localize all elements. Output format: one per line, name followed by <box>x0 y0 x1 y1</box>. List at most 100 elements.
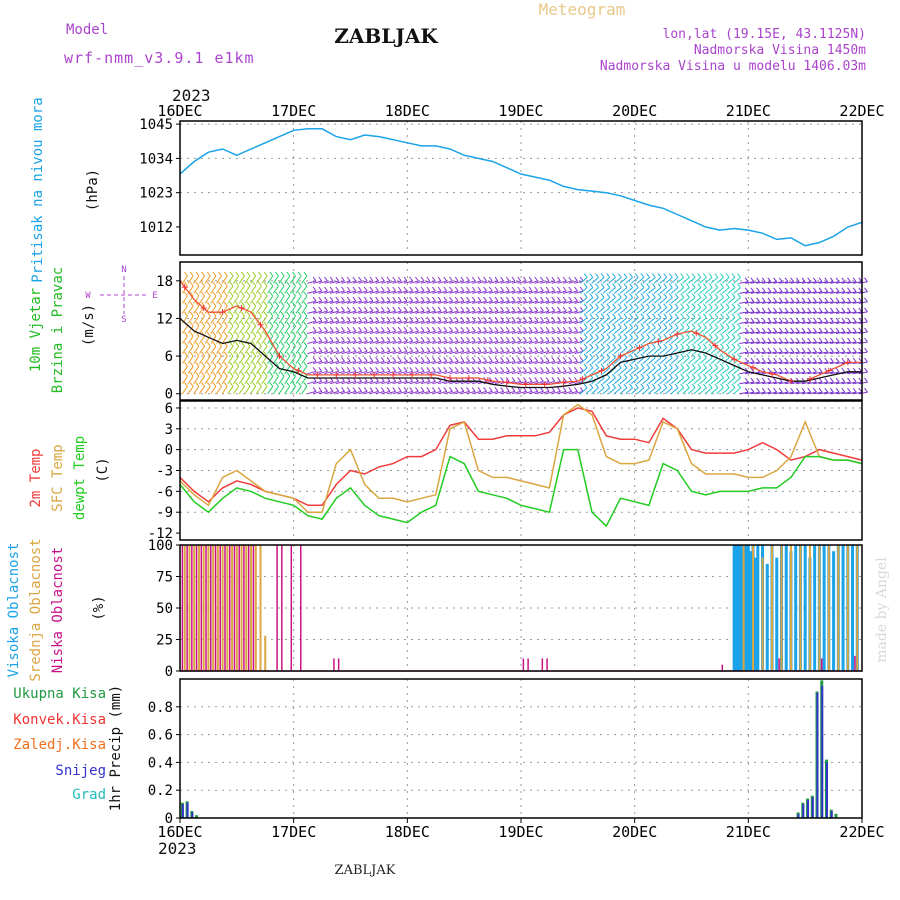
wind-barb <box>659 287 668 294</box>
wind-barb <box>676 337 685 344</box>
wind-barb <box>386 330 396 334</box>
wind-barb <box>852 321 862 324</box>
wind-barb <box>233 386 240 394</box>
wind-barb <box>284 345 291 354</box>
x-tick-label-top: 16DEC <box>157 102 202 120</box>
wind-barb <box>329 380 339 385</box>
wind-barb-flag <box>697 303 702 309</box>
wind-barb-flag <box>778 297 783 303</box>
wind-barb <box>727 297 736 304</box>
wind-barb-flag <box>386 366 391 372</box>
wind-barb <box>528 290 538 294</box>
wind-barb-flag <box>275 311 279 317</box>
wind-barb-flag <box>813 327 817 333</box>
wind-barb-flag <box>329 316 334 322</box>
wind-barb-flag <box>229 321 234 327</box>
wind-barb-flag <box>528 377 533 382</box>
wind-barb-flag <box>750 307 755 313</box>
wind-barb-flag <box>335 296 340 302</box>
wind-barb-flag <box>646 293 650 298</box>
wind-barb <box>386 360 396 365</box>
wind-barb <box>517 280 527 284</box>
wind-barb-flag <box>551 377 556 382</box>
wind-barb-flag <box>847 277 851 283</box>
wind-barb-flag <box>841 287 846 293</box>
wind-barb-flag <box>629 313 633 319</box>
wind-barb <box>307 280 317 284</box>
wind-barb <box>278 355 285 364</box>
wind-barb-flag <box>562 346 567 352</box>
wind-barb-flag <box>767 327 772 333</box>
wind-barb <box>312 280 322 284</box>
wind-barb-flag <box>583 383 588 389</box>
wind-barb <box>835 311 845 314</box>
wind-barb <box>432 280 442 284</box>
wind-barb <box>563 300 572 304</box>
wind-barb <box>261 275 268 284</box>
wind-barb <box>455 360 465 365</box>
wind-barb-flag <box>761 277 766 283</box>
wind-barb-flag <box>358 276 363 282</box>
wind-barb-flag <box>329 306 334 312</box>
wind-barb <box>335 320 345 324</box>
wind-barb <box>744 351 754 355</box>
wind-barb-flag <box>449 326 453 332</box>
wind-barb-flag <box>437 326 442 332</box>
wind-barb <box>477 360 487 365</box>
wind-barb <box>801 351 811 355</box>
gust-marker <box>371 371 378 378</box>
wind-barb <box>358 370 368 375</box>
wind-barb-flag <box>528 316 533 322</box>
wind-barb-flag <box>443 356 448 362</box>
gust-marker <box>825 367 832 374</box>
wind-barb <box>591 297 599 304</box>
wind-barb-flag <box>629 323 633 329</box>
wind-barb <box>767 291 777 294</box>
wind-barb-flag <box>574 356 578 362</box>
wind-barb <box>472 350 482 355</box>
wind-barb <box>329 310 339 314</box>
wind-barb-flag <box>414 296 419 302</box>
wind-barb-flag <box>346 306 351 312</box>
wind-barb <box>602 337 611 344</box>
wind-barb <box>631 377 639 385</box>
wind-barb <box>204 376 211 384</box>
wind-barb <box>221 275 228 284</box>
wind-barb <box>608 337 616 344</box>
wind-barb <box>420 360 430 365</box>
wind-barb <box>858 331 868 334</box>
wind-barb-flag <box>813 297 817 303</box>
wind-barb-flag <box>600 293 605 298</box>
wind-barb <box>284 285 291 294</box>
wind-barb-flag <box>784 337 789 343</box>
wind-barb <box>699 367 707 375</box>
wind-barb-flag <box>380 366 385 372</box>
wind-barb <box>364 280 374 284</box>
wind-barb <box>250 325 257 334</box>
wind-barb <box>762 361 771 365</box>
wind-barb <box>466 390 476 395</box>
wind-barb-flag <box>201 371 206 377</box>
wind-barb-flag <box>767 297 772 303</box>
wind-barb-flag <box>397 356 402 362</box>
wind-barb <box>284 275 291 284</box>
wind-barb <box>619 377 628 385</box>
wind-barb <box>261 386 268 394</box>
wind-barb-flag <box>263 382 268 387</box>
wind-barb <box>437 380 447 385</box>
wind-barb <box>750 341 760 344</box>
wind-barb <box>551 300 561 304</box>
wind-barb <box>830 351 840 355</box>
wind-barb <box>579 377 588 385</box>
wind-barb <box>221 386 228 394</box>
wind-barb <box>455 290 465 294</box>
wind-barb <box>716 377 724 385</box>
wind-barb <box>699 327 707 334</box>
wind-barb-flag <box>346 366 351 372</box>
wind-barb-flag <box>218 371 223 377</box>
wind-barb-flag <box>778 277 783 283</box>
wind-barb <box>233 275 240 284</box>
wind-barb-flag <box>801 347 806 353</box>
wind-barb <box>358 360 368 365</box>
wind-barb <box>392 280 402 284</box>
